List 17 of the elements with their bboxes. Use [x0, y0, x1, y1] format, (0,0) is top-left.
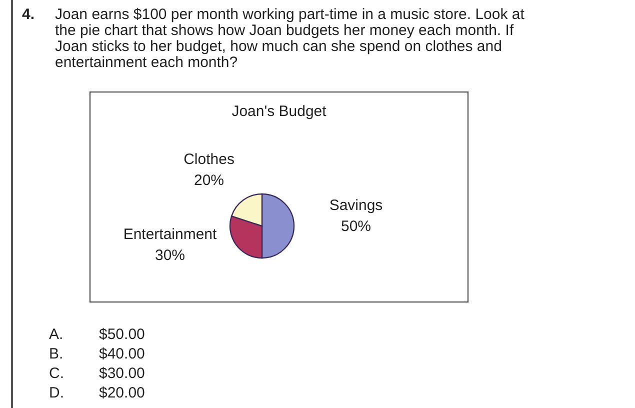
data-label: 50% [340, 218, 372, 235]
slice-label: Entertainment [123, 226, 218, 243]
text: 4. [22, 6, 35, 23]
text: B. [49, 346, 64, 362]
text: A. [49, 326, 64, 343]
text: $50.00 [99, 326, 145, 343]
data-label: 30% [154, 247, 186, 264]
text: Joan earns $100 per month working part-time in a music store. Look at the pie chart that shows how Joan budgets her money each month. If Joan sticks to her budget, how much can she spend on clothes and entertainment each month? [55, 6, 526, 71]
text: $30.00 [99, 365, 145, 382]
slice-label: Clothes [184, 151, 234, 168]
text: $40.00 [99, 346, 145, 362]
data-label: 20% [194, 172, 224, 189]
text: D. [49, 384, 64, 402]
slice-label: Savings [329, 197, 383, 214]
chart-title: Joan's Budget [232, 103, 328, 120]
text: $20.00 [99, 384, 145, 402]
text: C. [49, 365, 64, 382]
